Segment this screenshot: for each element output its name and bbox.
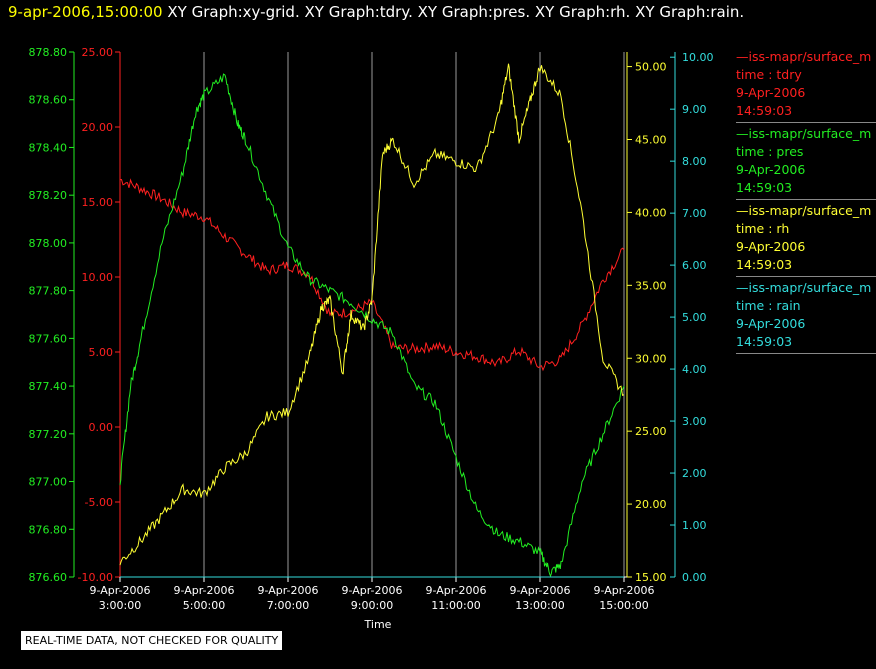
x-tick-date-label: 9-Apr-2006: [425, 584, 486, 597]
legend-item-tdry[interactable]: —iss-mapr/surface_m time : tdry 9-Apr-20…: [736, 48, 876, 123]
rain-tick-label: 2.00: [682, 467, 707, 480]
legend-date: 9-Apr-2006: [736, 316, 806, 331]
rh-tick-label: 40.00: [635, 206, 667, 219]
rain-tick-label: 5.00: [682, 311, 707, 324]
tdry-tick-label: 25.00: [82, 46, 114, 59]
pres-tick-label: 877.40: [29, 380, 68, 393]
rh-tick-label: 20.00: [635, 498, 667, 511]
pres-tick-label: 877.80: [29, 285, 68, 298]
legend-date: 9-Apr-2006: [736, 85, 806, 100]
x-tick-date-label: 9-Apr-2006: [257, 584, 318, 597]
graph-title-pres: XY Graph:pres.: [417, 3, 531, 21]
graph-title-tdry: XY Graph:tdry.: [304, 3, 413, 21]
rh-tick-label: 50.00: [635, 61, 667, 74]
tdry-tick-label: 5.00: [89, 346, 114, 359]
rain-tick-label: 8.00: [682, 155, 707, 168]
pres-series-line: [119, 73, 625, 578]
legend-source: —iss-mapr/surface_m: [736, 126, 872, 141]
rain-tick-label: 3.00: [682, 415, 707, 428]
x-tick-date-label: 9-Apr-2006: [509, 584, 570, 597]
legend-source: —iss-mapr/surface_m: [736, 203, 872, 218]
legend-date: 9-Apr-2006: [736, 239, 806, 254]
pres-tick-label: 878.40: [29, 141, 68, 154]
pres-tick-label: 877.60: [29, 332, 68, 345]
legend-source: —iss-mapr/surface_m: [736, 280, 872, 295]
rain-tick-label: 9.00: [682, 103, 707, 116]
header: 9-apr-2006,15:00:00 XY Graph:xy-grid. XY…: [8, 3, 744, 21]
x-tick-date-label: 9-Apr-2006: [341, 584, 402, 597]
legend-variable: time : tdry: [736, 67, 802, 82]
legend-item-pres[interactable]: —iss-mapr/surface_m time : pres 9-Apr-20…: [736, 125, 876, 200]
header-timestamp: 9-apr-2006,15:00:00: [8, 3, 163, 21]
rh-tick-label: 15.00: [635, 571, 667, 584]
legend-time: 14:59:03: [736, 334, 793, 349]
rh-tick-label: 25.00: [635, 425, 667, 438]
tdry-tick-label: 15.00: [82, 196, 114, 209]
rh-tick-label: 35.00: [635, 279, 667, 292]
rain-tick-label: 6.00: [682, 259, 707, 272]
legend-item-rh[interactable]: —iss-mapr/surface_m time : rh 9-Apr-2006…: [736, 202, 876, 277]
tdry-tick-label: -10.00: [78, 571, 113, 584]
pres-tick-label: 878.20: [29, 189, 68, 202]
x-tick-time-label: 15:00:00: [599, 599, 648, 612]
x-tick-time-label: 11:00:00: [431, 599, 480, 612]
tdry-tick-label: 10.00: [82, 271, 114, 284]
legend: —iss-mapr/surface_m time : tdry 9-Apr-20…: [736, 48, 876, 356]
rain-tick-label: 1.00: [682, 519, 707, 532]
pres-tick-label: 876.60: [29, 571, 68, 584]
legend-item-rain[interactable]: —iss-mapr/surface_m time : rain 9-Apr-20…: [736, 279, 876, 354]
legend-variable: time : pres: [736, 144, 804, 159]
rh-tick-label: 45.00: [635, 134, 667, 147]
rain-tick-label: 4.00: [682, 363, 707, 376]
rh-tick-label: 30.00: [635, 352, 667, 365]
pres-tick-label: 878.00: [29, 237, 68, 250]
graph-title-xy-grid: XY Graph:xy-grid.: [167, 3, 300, 21]
rh-series-line: [119, 63, 625, 566]
rain-tick-label: 7.00: [682, 207, 707, 220]
tdry-tick-label: -5.00: [85, 496, 113, 509]
quality-notice: REAL-TIME DATA, NOT CHECKED FOR QUALITY: [21, 631, 283, 650]
legend-time: 14:59:03: [736, 103, 793, 118]
x-tick-date-label: 9-Apr-2006: [593, 584, 654, 597]
legend-variable: time : rh: [736, 221, 790, 236]
legend-source: —iss-mapr/surface_m: [736, 49, 872, 64]
x-tick-time-label: 9:00:00: [351, 599, 393, 612]
legend-date: 9-Apr-2006: [736, 162, 806, 177]
legend-variable: time : rain: [736, 298, 801, 313]
x-tick-date-label: 9-Apr-2006: [89, 584, 150, 597]
x-tick-time-label: 3:00:00: [99, 599, 141, 612]
graph-title-rain: XY Graph:rain.: [635, 3, 745, 21]
x-tick-date-label: 9-Apr-2006: [173, 584, 234, 597]
x-tick-time-label: 5:00:00: [183, 599, 225, 612]
tdry-tick-label: 0.00: [89, 421, 114, 434]
legend-time: 14:59:03: [736, 257, 793, 272]
legend-time: 14:59:03: [736, 180, 793, 195]
pres-tick-label: 877.00: [29, 476, 68, 489]
tdry-tick-label: 20.00: [82, 121, 114, 134]
x-axis-label: Time: [364, 618, 392, 631]
graph-title-rh: XY Graph:rh.: [534, 3, 631, 21]
pres-tick-label: 877.20: [29, 428, 68, 441]
pres-tick-label: 878.60: [29, 94, 68, 107]
rain-tick-label: 0.00: [682, 571, 707, 584]
pres-tick-label: 878.80: [29, 46, 68, 59]
pres-tick-label: 876.80: [29, 523, 68, 536]
x-tick-time-label: 13:00:00: [515, 599, 564, 612]
rain-tick-label: 10.00: [682, 51, 714, 64]
x-tick-time-label: 7:00:00: [267, 599, 309, 612]
